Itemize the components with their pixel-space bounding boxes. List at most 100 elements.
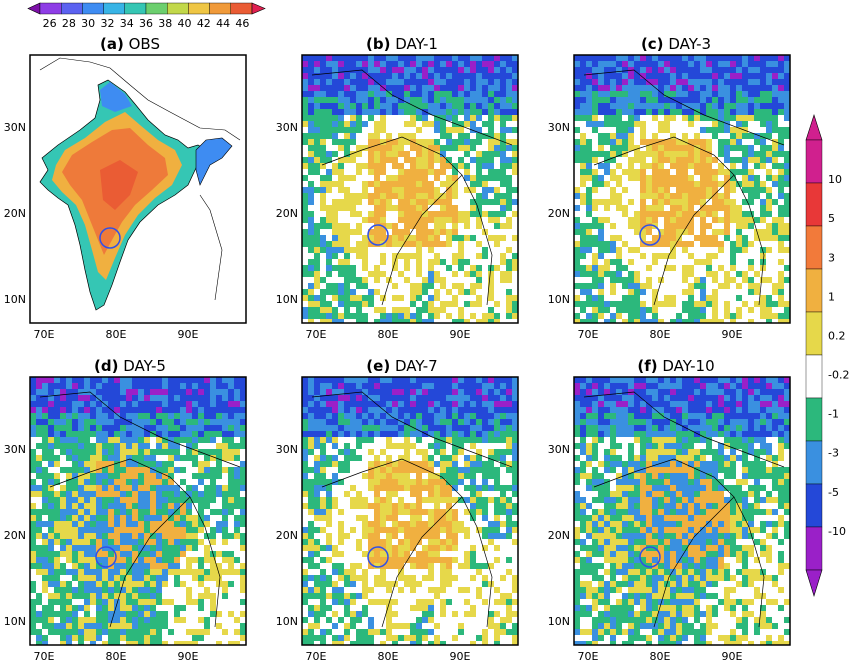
colorbar-swatch <box>230 2 253 15</box>
region-circle <box>639 224 661 246</box>
colorbar-swatch <box>124 2 147 15</box>
difference-map <box>302 55 518 323</box>
panel-frame <box>301 376 519 646</box>
x-tick-label: 90E <box>722 328 743 341</box>
colorbar-swatch <box>805 483 823 528</box>
colorbar-label: 10 <box>828 173 842 186</box>
x-tick-label: 80E <box>106 650 127 663</box>
panel-day7: (e) DAY-7 <box>301 357 519 646</box>
y-tick-label: 10N <box>4 615 26 628</box>
panel-frame <box>29 376 247 646</box>
panel-day10: (f) DAY-10 <box>573 357 791 646</box>
colorbar-label: 30 <box>81 17 95 30</box>
region-circle <box>367 224 389 246</box>
y-tick-label: 10N <box>276 293 298 306</box>
difference-map <box>30 377 246 645</box>
panel-day3: (c) DAY-3 <box>573 35 791 324</box>
panel-title-day3: (c) DAY-3 <box>641 35 711 53</box>
y-tick-label: 20N <box>276 207 298 220</box>
colorbar-arrow-left <box>27 2 41 15</box>
colorbar-label: -1 <box>828 408 839 421</box>
x-tick-label: 70E <box>34 328 55 341</box>
obs-map <box>30 55 246 323</box>
colorbar-swatch <box>188 2 210 15</box>
colorbar-swatch <box>805 526 823 571</box>
x-tick-label: 80E <box>106 328 127 341</box>
colorbar-arrow-top <box>805 114 823 141</box>
top-colorbar: 26 28 30 32 34 36 38 40 42 44 46 <box>27 2 266 30</box>
colorbar-swatch <box>103 2 125 15</box>
colorbar-arrow-bottom <box>805 569 823 598</box>
y-tick-label: 30N <box>548 443 570 456</box>
difference-map <box>574 377 790 645</box>
colorbar-label: 5 <box>828 212 835 225</box>
x-tick-label: 90E <box>450 328 471 341</box>
y-tick-label: 10N <box>548 293 570 306</box>
colorbar-label: 32 <box>100 17 114 30</box>
panel-frame <box>301 54 519 324</box>
x-tick-label: 80E <box>650 328 671 341</box>
y-tick-label: 20N <box>276 529 298 542</box>
colorbar-swatch <box>805 139 823 184</box>
colorbar-label: 1 <box>828 290 835 303</box>
panel-obs: (a) OBS <box>29 35 247 324</box>
colorbar-swatch <box>145 2 168 15</box>
colorbar-swatch <box>61 2 83 15</box>
y-tick-label: 10N <box>276 615 298 628</box>
difference-map <box>574 55 790 323</box>
colorbar-label: 42 <box>197 17 211 30</box>
colorbar-swatch <box>805 311 823 356</box>
colorbar-label: 40 <box>178 17 192 30</box>
colorbar-label: -0.2 <box>828 369 849 382</box>
panel-frame <box>573 376 791 646</box>
x-tick-label: 70E <box>34 650 55 663</box>
x-tick-label: 70E <box>306 328 327 341</box>
region-circle <box>367 546 389 568</box>
right-colorbar: 10 5 3 1 0.2 -0.2 -1 -3 -5 -10 <box>805 114 849 598</box>
x-tick-label: 90E <box>178 650 199 663</box>
axis-ticks: 70E 80E 90E 30N 20N 10N 70E 80E 90E 30N 20N 10N 70E 8… <box>4 121 743 663</box>
colorbar-label: 34 <box>120 17 134 30</box>
colorbar-label: -5 <box>828 486 839 499</box>
colorbar-label: -10 <box>828 525 846 538</box>
colorbar-label: 3 <box>828 251 835 264</box>
colorbar-label: 36 <box>139 17 153 30</box>
colorbar-label: 38 <box>158 17 172 30</box>
panel-day5: (d) DAY-5 <box>29 357 247 646</box>
colorbar-swatch <box>805 182 823 227</box>
colorbar-swatch <box>166 2 189 15</box>
x-tick-label: 80E <box>378 328 399 341</box>
panel-frame <box>573 54 791 324</box>
y-tick-label: 20N <box>548 207 570 220</box>
difference-map <box>302 377 518 645</box>
colorbar-swatch <box>805 354 823 399</box>
colorbar-swatch <box>805 225 823 270</box>
colorbar-label: 44 <box>216 17 230 30</box>
x-tick-label: 90E <box>450 650 471 663</box>
colorbar-label: 46 <box>235 17 249 30</box>
y-tick-label: 30N <box>4 443 26 456</box>
x-tick-label: 80E <box>378 650 399 663</box>
y-tick-label: 20N <box>4 207 26 220</box>
y-tick-label: 30N <box>548 121 570 134</box>
y-tick-label: 10N <box>548 615 570 628</box>
colorbar-swatch <box>82 2 104 15</box>
y-tick-label: 20N <box>548 529 570 542</box>
colorbar-label: 0.2 <box>828 329 846 342</box>
y-tick-label: 20N <box>4 529 26 542</box>
x-tick-label: 90E <box>178 328 199 341</box>
region-circle <box>95 546 117 568</box>
panel-title-day7: (e) DAY-7 <box>366 357 437 375</box>
x-tick-label: 70E <box>306 650 327 663</box>
x-tick-label: 70E <box>578 328 599 341</box>
region-circle <box>99 227 121 249</box>
region-circle <box>639 546 661 568</box>
colorbar-label: 26 <box>43 17 57 30</box>
y-tick-label: 10N <box>4 293 26 306</box>
colorbar-swatch <box>39 2 62 15</box>
colorbar-swatch <box>805 440 823 485</box>
colorbar-arrow-right <box>251 2 266 15</box>
x-tick-label: 90E <box>722 650 743 663</box>
colorbar-label: -3 <box>828 447 839 460</box>
